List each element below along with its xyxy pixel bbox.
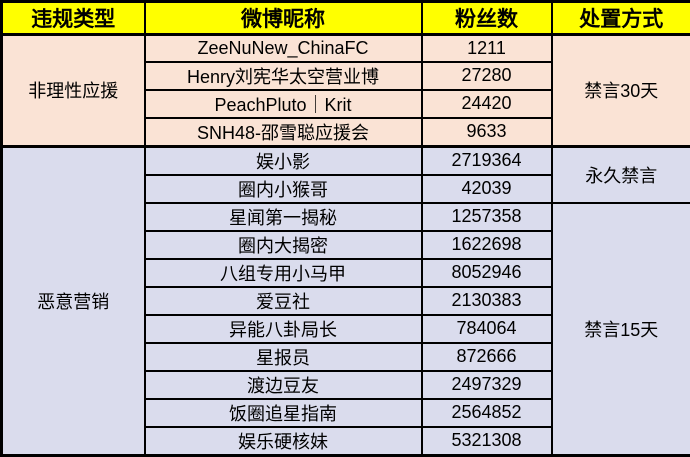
violation-type-cell: 非理性应援 xyxy=(2,35,145,147)
fans-cell: 1622698 xyxy=(422,231,552,259)
nickname-cell: ZeeNuNew_ChinaFC xyxy=(145,35,422,62)
nickname-cell: 星报员 xyxy=(145,343,422,371)
nickname-cell: 圈内大揭密 xyxy=(145,231,422,259)
nickname-cell: 八组专用小马甲 xyxy=(145,259,422,287)
punishment-cell: 禁言15天 xyxy=(552,203,690,456)
header-violation-type: 违规类型 xyxy=(2,2,145,35)
nickname-cell: PeachPluto｜Krit xyxy=(145,90,422,118)
nickname-cell: 爱豆社 xyxy=(145,287,422,315)
nickname-cell: 娱小影 xyxy=(145,146,422,175)
nickname-cell: 星闻第一揭秘 xyxy=(145,203,422,231)
fans-cell: 2497329 xyxy=(422,371,552,399)
punishment-cell: 永久禁言 xyxy=(552,146,690,203)
fans-cell: 1257358 xyxy=(422,203,552,231)
header-fans-count: 粉丝数 xyxy=(422,2,552,35)
punishment-cell: 禁言30天 xyxy=(552,35,690,147)
fans-cell: 784064 xyxy=(422,315,552,343)
nickname-cell: Henry刘宪华太空营业博 xyxy=(145,62,422,90)
table-row: 非理性应援 ZeeNuNew_ChinaFC 1211 禁言30天 xyxy=(2,35,690,62)
nickname-cell: 异能八卦局长 xyxy=(145,315,422,343)
fans-cell: 2564852 xyxy=(422,399,552,427)
fans-cell: 9633 xyxy=(422,118,552,147)
nickname-cell: 渡边豆友 xyxy=(145,371,422,399)
fans-cell: 2719364 xyxy=(422,146,552,175)
fans-cell: 8052946 xyxy=(422,259,552,287)
violation-type-cell: 恶意营销 xyxy=(2,146,145,455)
nickname-cell: SNH48-邵雪聪应援会 xyxy=(145,118,422,147)
header-punishment: 处置方式 xyxy=(552,2,690,35)
fans-cell: 27280 xyxy=(422,62,552,90)
fans-cell: 42039 xyxy=(422,175,552,203)
fans-cell: 24420 xyxy=(422,90,552,118)
fans-cell: 1211 xyxy=(422,35,552,62)
fans-cell: 872666 xyxy=(422,343,552,371)
header-nickname: 微博昵称 xyxy=(145,2,422,35)
table-row: 恶意营销 娱小影 2719364 永久禁言 xyxy=(2,146,690,175)
header-row: 违规类型 微博昵称 粉丝数 处置方式 xyxy=(2,2,690,35)
nickname-cell: 圈内小猴哥 xyxy=(145,175,422,203)
fans-cell: 2130383 xyxy=(422,287,552,315)
nickname-cell: 饭圈追星指南 xyxy=(145,399,422,427)
